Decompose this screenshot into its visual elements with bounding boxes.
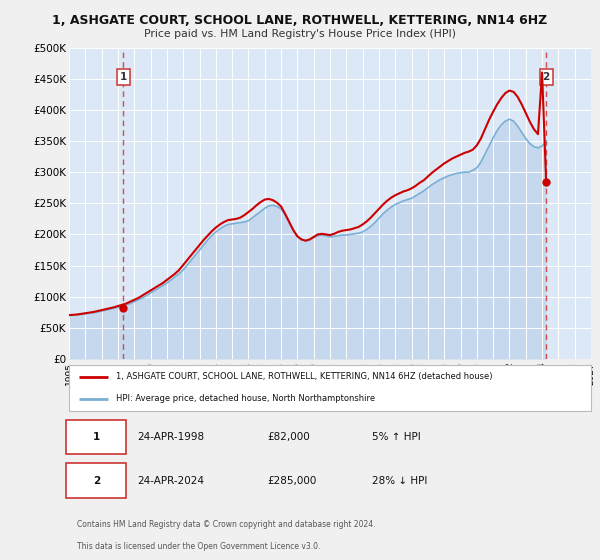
Text: £285,000: £285,000 bbox=[268, 476, 317, 486]
Text: HPI: Average price, detached house, North Northamptonshire: HPI: Average price, detached house, Nort… bbox=[116, 394, 375, 403]
FancyBboxPatch shape bbox=[67, 419, 127, 454]
Text: 24-APR-1998: 24-APR-1998 bbox=[137, 432, 204, 442]
Text: 1: 1 bbox=[119, 72, 127, 82]
Text: This data is licensed under the Open Government Licence v3.0.: This data is licensed under the Open Gov… bbox=[77, 542, 320, 551]
FancyBboxPatch shape bbox=[67, 464, 127, 498]
Text: 1: 1 bbox=[93, 432, 100, 442]
Text: 1, ASHGATE COURT, SCHOOL LANE, ROTHWELL, KETTERING, NN14 6HZ (detached house): 1, ASHGATE COURT, SCHOOL LANE, ROTHWELL,… bbox=[116, 372, 493, 381]
Text: Contains HM Land Registry data © Crown copyright and database right 2024.: Contains HM Land Registry data © Crown c… bbox=[77, 520, 376, 529]
Text: 1, ASHGATE COURT, SCHOOL LANE, ROTHWELL, KETTERING, NN14 6HZ: 1, ASHGATE COURT, SCHOOL LANE, ROTHWELL,… bbox=[52, 14, 548, 27]
Text: 2: 2 bbox=[93, 476, 100, 486]
Text: £82,000: £82,000 bbox=[268, 432, 310, 442]
Text: Price paid vs. HM Land Registry's House Price Index (HPI): Price paid vs. HM Land Registry's House … bbox=[144, 29, 456, 39]
Text: 28% ↓ HPI: 28% ↓ HPI bbox=[372, 476, 427, 486]
Text: 2: 2 bbox=[542, 72, 550, 82]
Text: 5% ↑ HPI: 5% ↑ HPI bbox=[372, 432, 421, 442]
Text: 24-APR-2024: 24-APR-2024 bbox=[137, 476, 204, 486]
